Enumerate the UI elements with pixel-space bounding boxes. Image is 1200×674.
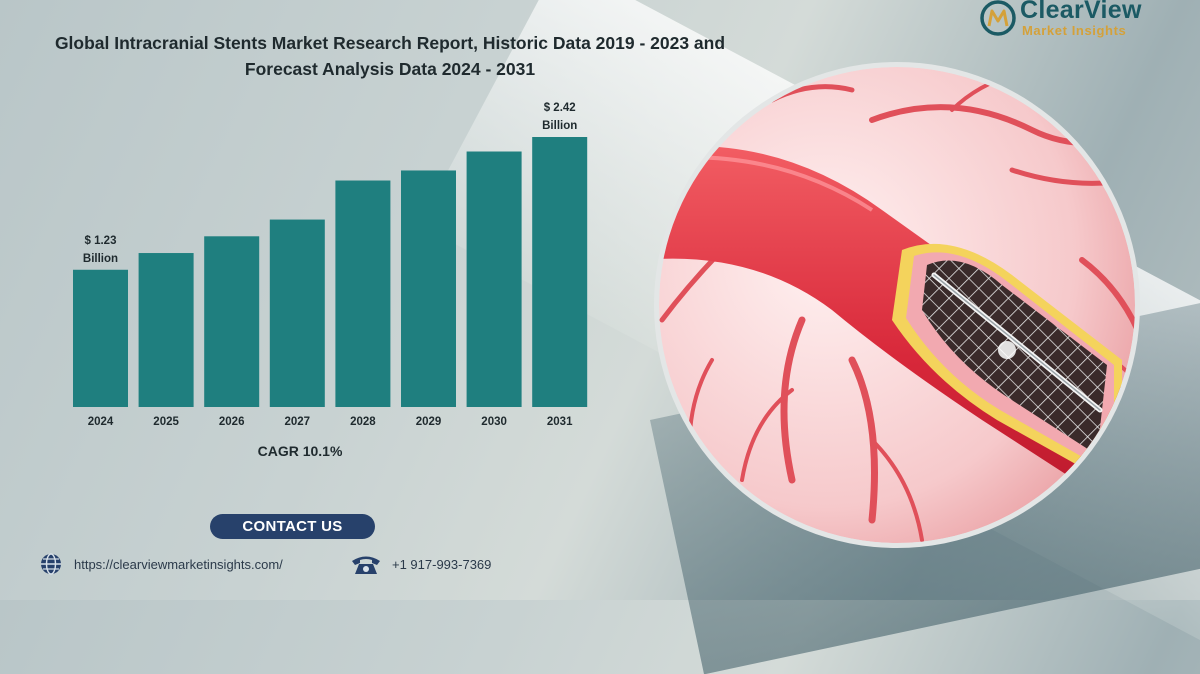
x-tick-label: 2027 [285,416,311,428]
logo-subtitle: Market Insights [1022,23,1127,38]
website-link[interactable]: https://clearviewmarketinsights.com/ [74,556,283,572]
market-bar-chart: 2024 2025 2026 2027 2028 2029 2030 2031 $ 1.23 Bi… [73,102,588,428]
bar-2029 [401,170,456,407]
x-tick-label: 2029 [416,416,442,428]
x-tick-label: 2028 [350,416,376,428]
page-title: Global Intracranial Stents Market Resear… [10,30,770,82]
bar-2024 [73,269,128,407]
bar-2025 [138,253,194,407]
logo-name: ClearView [1020,0,1142,24]
company-logo: ClearView Market Insights [978,0,1200,42]
title-line-1: Global Intracranial Stents Market Resear… [54,33,726,53]
cagr-label: CAGR 10.1% [257,443,343,459]
logo-mark-icon [980,0,1016,36]
x-tick-label: 2025 [153,416,179,428]
data-label: $ 1.23 [85,235,117,247]
phone-number[interactable]: +1 917-993-7369 [392,556,492,572]
phone-contact[interactable]: +1 917-993-7369 [350,552,491,576]
x-tick-label: 2031 [547,416,573,428]
bar-2027 [269,219,325,407]
x-tick-label: 2024 [88,416,114,428]
website-contact[interactable]: https://clearviewmarketinsights.com/ [38,552,283,576]
x-tick-label: 2026 [219,416,245,428]
telephone-icon [352,556,380,574]
globe-icon [41,553,61,575]
contact-us-button[interactable]: CONTACT US [210,514,375,539]
data-label: Billion [83,253,118,265]
x-tick-label: 2030 [481,416,507,428]
title-line-2: Forecast Analysis Data 2024 - 2031 [244,59,536,79]
bar-2030 [466,151,522,407]
bar-2026 [204,236,260,407]
data-label: Billion [542,120,577,132]
bar-2028 [335,180,391,407]
artery-stent-illustration [654,62,1140,548]
data-label: $ 2.42 [544,102,576,114]
bar-2031 [532,137,588,407]
